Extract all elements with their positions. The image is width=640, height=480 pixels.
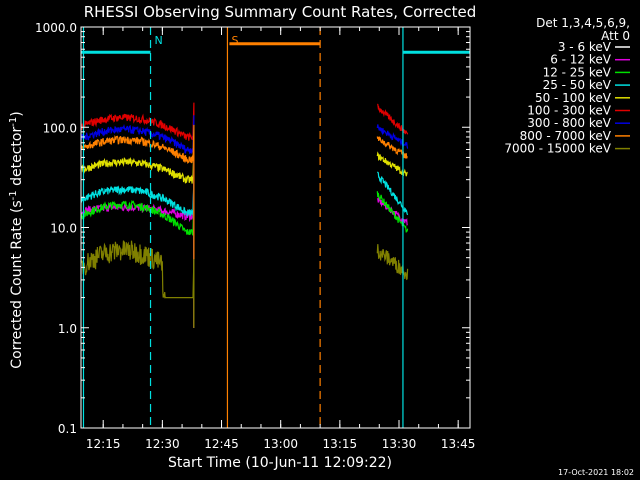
legend-label-1: 6 - 12 keV <box>550 53 612 67</box>
x-tick-label-0: 12:15 <box>86 437 121 451</box>
legend-header-2: Att 0 <box>601 29 630 43</box>
x-tick-label-3: 13:00 <box>263 437 298 451</box>
marker-label-0: N <box>155 34 163 47</box>
x-tick-label-5: 13:30 <box>382 437 417 451</box>
y-tick-label-2: 10.0 <box>50 222 77 236</box>
legend-header-1: Det 1,3,4,5,6,9, <box>536 16 630 30</box>
chart-title: RHESSI Observing Summary Count Rates, Co… <box>84 3 477 21</box>
y-label-sup2: -1 <box>8 117 19 127</box>
axes: 0.1 1.0 10.0 100.0 1000.0 12:15 12:30 12:45 13:0… <box>35 21 475 451</box>
y-label-main: Corrected Count Rate (s <box>9 200 25 368</box>
marker-label-1: S <box>231 34 238 47</box>
y-label-sup1: -1 <box>8 190 19 200</box>
footer-timestamp: 17-Oct-2021 18:02 <box>558 468 634 477</box>
legend-label-6: 300 - 800 keV <box>527 116 611 130</box>
legend-label-7: 800 - 7000 keV <box>520 129 612 143</box>
legend-label-4: 50 - 100 keV <box>535 91 612 105</box>
x-tick-label-1: 12:30 <box>145 437 180 451</box>
x-tick-label-2: 12:45 <box>204 437 239 451</box>
legend-label-5: 100 - 300 keV <box>527 104 611 118</box>
y-axis-label: Corrected Count Rate (s-1 detector-1) <box>8 111 25 368</box>
legend-label-3: 25 - 50 keV <box>543 78 612 92</box>
x-axis-label: Start Time (10-Jun-11 12:09:22) <box>168 455 392 471</box>
y-tick-label-4: 1000.0 <box>35 21 77 35</box>
y-label-end: ) <box>9 111 25 116</box>
y-tick-label-0: 0.1 <box>58 422 77 436</box>
y-tick-label-3: 100.0 <box>43 121 77 135</box>
legend-label-8: 7000 - 15000 keV <box>504 142 611 156</box>
legend-label-2: 12 - 25 keV <box>543 65 612 79</box>
legend-label-0: 3 - 6 keV <box>558 40 612 54</box>
y-label-mid: detector <box>9 127 25 191</box>
x-tick-label-4: 13:15 <box>323 437 358 451</box>
y-tick-label-1: 1.0 <box>58 322 77 336</box>
x-tick-label-6: 13:45 <box>441 437 476 451</box>
